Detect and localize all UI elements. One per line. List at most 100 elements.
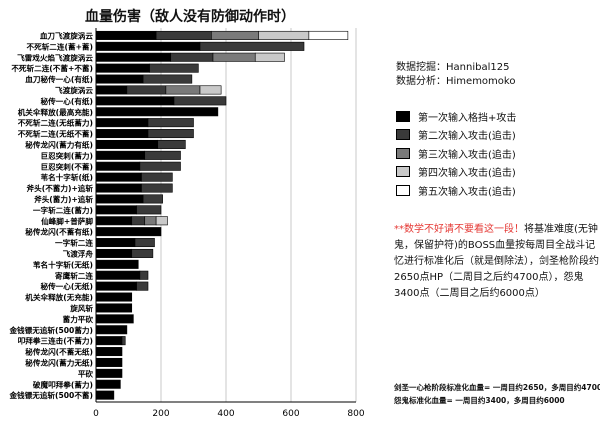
x-tick-label: 200 [152, 409, 169, 419]
bar-segment [95, 139, 159, 149]
category-label: 叩拜拳三连击(不蓄力) [18, 336, 93, 346]
bar-segment [170, 52, 214, 62]
note-warning: **数学不好请不要看这一段！ [394, 224, 524, 235]
legend-swatch [396, 129, 410, 140]
bar-segment [139, 161, 181, 171]
bar-segment [95, 74, 144, 84]
category-label: 寄鹰斩二连 [55, 270, 93, 280]
legend-label: 第三次输入攻击(追击) [418, 149, 516, 161]
footnote-demon: 怨鬼标准化血量= 一周目约3400，多周目约6000 [394, 396, 565, 405]
legend-label: 第一次输入格挡+攻击 [418, 112, 517, 124]
bar-segment [95, 303, 133, 313]
category-label: 蓄力平砍 [63, 314, 94, 324]
grid [160, 28, 357, 402]
legend-item: 第四次输入攻击(追击) [396, 166, 516, 179]
bar-segment [95, 259, 139, 269]
bar-segment [131, 216, 146, 226]
category-label: 秘传龙闪(不蓄有纸) [25, 227, 93, 237]
bar-segment [95, 107, 219, 117]
bar-segment [121, 336, 126, 346]
x-tick-label: 600 [282, 409, 299, 419]
legend-swatch [396, 166, 410, 177]
bar-segment [134, 238, 155, 248]
bar-segment [95, 52, 172, 62]
bar-segment [173, 96, 227, 106]
bar-segment [142, 194, 163, 204]
x-tick-labels: 0 200 400 600 800 [93, 409, 365, 419]
bar-segment [95, 194, 144, 204]
bar-segment [95, 161, 141, 171]
category-label: 飞渡浮舟 [63, 248, 94, 258]
bar-segment [308, 30, 349, 40]
bar-segment [157, 139, 186, 149]
bar-segment [95, 292, 133, 302]
bar-segment [95, 270, 141, 280]
bar-segment [258, 30, 310, 40]
bar-segment [95, 41, 201, 51]
legend-swatch [396, 110, 410, 122]
category-label: 苇名十字斩(纸) [40, 172, 93, 182]
bar-segment [95, 172, 142, 182]
category-label: 仙峰脚+普萨脚 [41, 216, 93, 226]
bar-segment [149, 63, 199, 73]
category-label: 一字斩二连(蓄力) [33, 205, 93, 215]
category-label: 巨忍突刺(蓄力) [40, 150, 93, 160]
category-labels: 血刀飞渡旋涡云不死斩二连(蓄+蓄)飞雷戏火焰飞渡旋涡云不死斩二连(不蓄+不蓄)血… [8, 30, 93, 400]
bar-segment [95, 325, 128, 335]
category-label: 旋风斩 [69, 303, 93, 313]
category-label: 斧头(不蓄力)+追斩 [27, 183, 94, 193]
bar-segment [95, 205, 137, 215]
bar-segment [147, 129, 194, 139]
bar-segment [95, 129, 149, 139]
category-label: 一字斩二连 [55, 238, 93, 248]
footnote-sword-saint: 剑圣一心枪阶段标准化血量= 一周目约2650，多周目约4700 [394, 383, 600, 392]
bar-segment [95, 357, 123, 367]
bar-segment [155, 216, 168, 226]
legend-label: 第五次输入攻击(追击) [418, 186, 516, 198]
bar-segment [254, 52, 285, 62]
note-body: 将基准难度(无钟鬼，保留护符)的BOSS血量按每周目全战斗记忆进行标准化后（就是… [394, 224, 599, 299]
bar-segment [136, 205, 162, 215]
bar-segment [95, 379, 121, 389]
category-label: 金钱镖无追斩(500不蓄) [8, 390, 93, 400]
category-label: 秘传龙闪(蓄力有纸) [25, 139, 93, 149]
bar-segment [141, 183, 173, 193]
bars [95, 30, 349, 400]
bar-segment [95, 227, 162, 237]
category-label: 平砍 [78, 368, 94, 378]
bar-segment [199, 41, 305, 51]
bar-segment [147, 118, 194, 128]
category-label: 秘传一心(无纸) [40, 281, 93, 291]
bar-segment [95, 30, 157, 40]
legend-swatch [396, 184, 410, 196]
bar-segment [212, 52, 256, 62]
category-label: 飞渡旋涡云 [55, 85, 93, 95]
legend-label: 第四次输入攻击(追击) [418, 168, 516, 179]
category-label: 巨忍突刺(不蓄) [40, 161, 93, 171]
credit-analysis: 数据分析：Himemomoko [396, 76, 516, 87]
bar-segment [95, 336, 123, 346]
category-label: 不死斩二连(不蓄+不蓄) [11, 63, 93, 73]
bar-segment [95, 150, 146, 160]
bar-segment [95, 248, 133, 258]
category-label: 苇名十字斩(无纸) [33, 259, 93, 269]
stacked-bar-chart: 血刀飞渡旋涡云不死斩二连(蓄+蓄)飞雷戏火焰飞渡旋涡云不死斩二连(不蓄+不蓄)血… [8, 28, 365, 419]
category-label: 秘传龙闪(不蓄无纸) [25, 347, 93, 357]
legend-label: 第二次输入攻击(追击) [418, 131, 516, 142]
bar-segment [211, 30, 259, 40]
category-label: 不死斩二连(无纸蓄力) [18, 118, 93, 128]
x-tick-label: 800 [347, 409, 364, 419]
category-label: 不死斩二连(蓄+蓄) [27, 41, 93, 51]
bar-segment [95, 183, 142, 193]
bar-segment [126, 85, 167, 95]
legend-swatch [396, 147, 410, 159]
category-label: 秘传一心(有纸) [40, 96, 93, 106]
bar-segment [95, 281, 137, 291]
note-text: **数学不好请不要看这一段！将基准难度(无钟鬼，保留护符)的BOSS血量按每周目… [394, 222, 600, 302]
credit-mining: 数据挖掘：Hannibal125 [396, 62, 510, 73]
bar-segment [155, 30, 212, 40]
category-label: 斧头(蓄力)+追斩 [34, 194, 93, 204]
bar-segment [95, 238, 136, 248]
category-label: 血刀秘传一心(有纸) [25, 74, 93, 84]
bar-segment [95, 118, 149, 128]
